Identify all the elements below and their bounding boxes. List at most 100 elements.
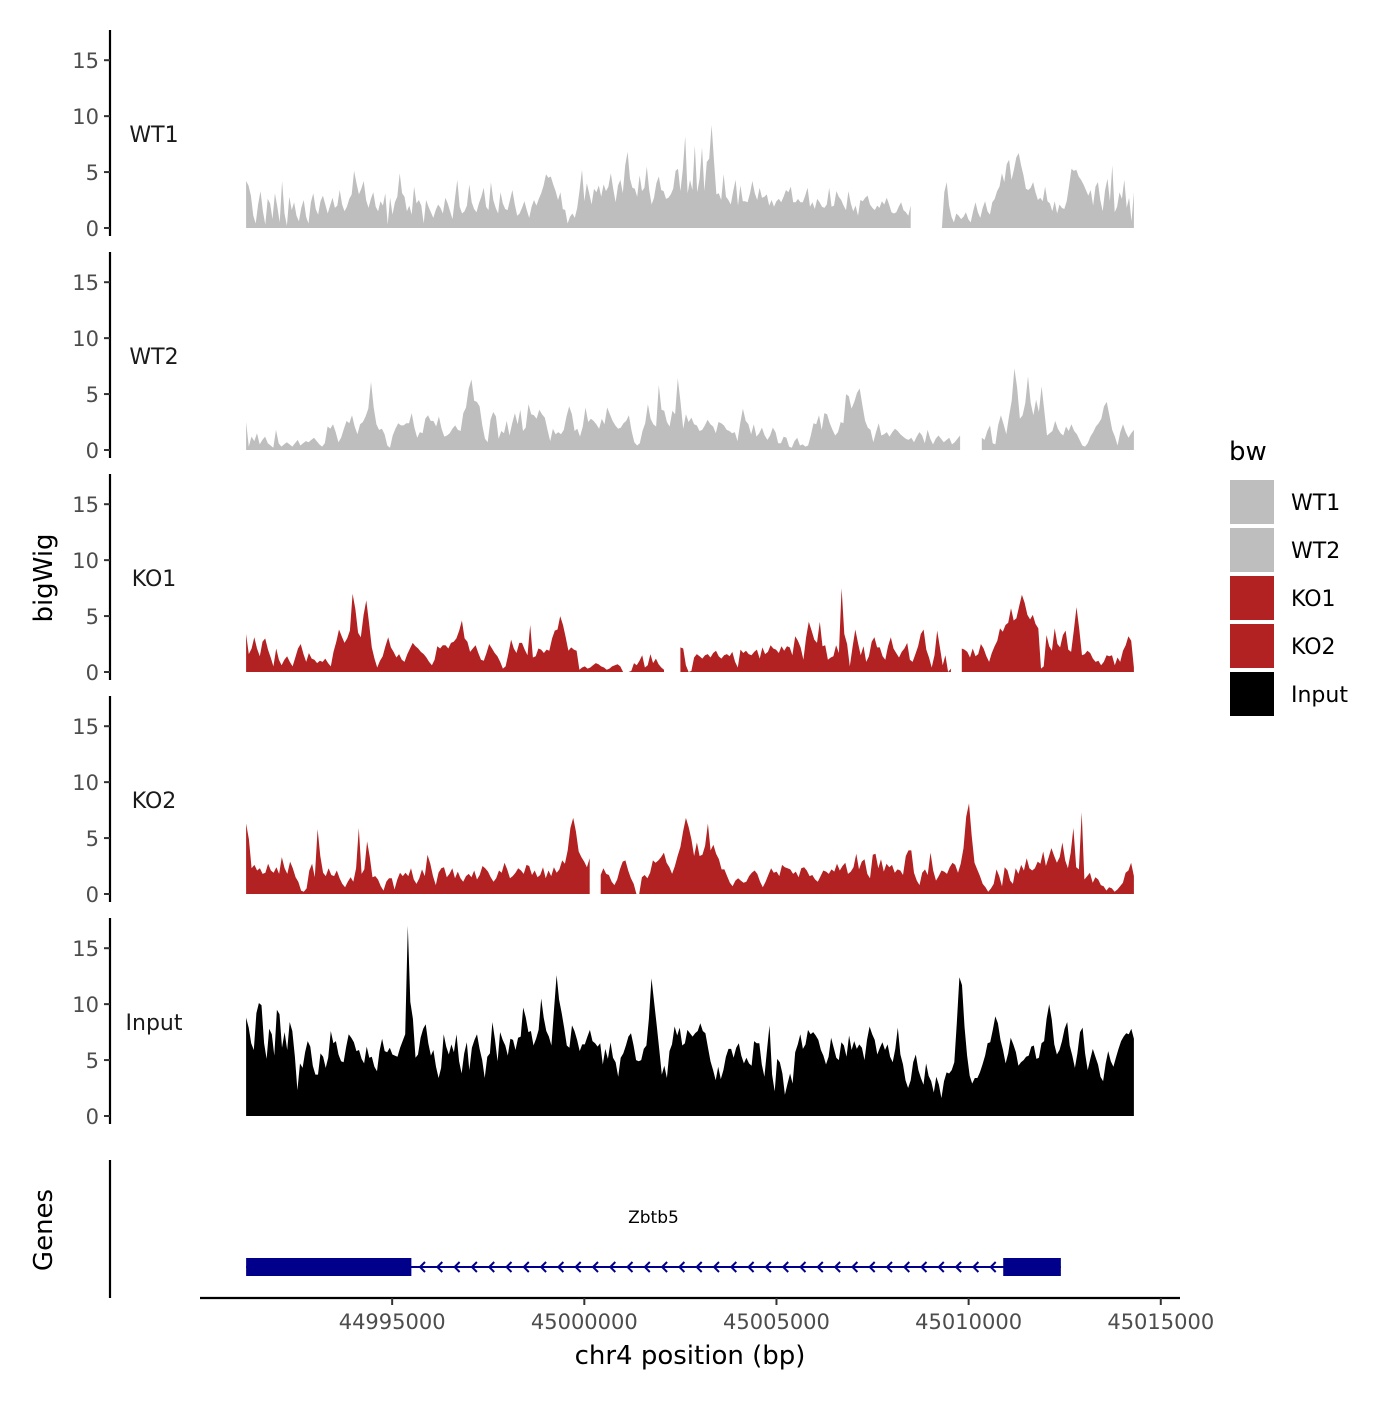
strand-arrow: [418, 1261, 426, 1273]
strand-arrow: [626, 1261, 634, 1273]
strand-arrow: [660, 1261, 668, 1273]
y-tick-label: 0: [86, 661, 99, 685]
track-input: 0 5 10 15 Input: [72, 918, 1134, 1129]
track-ko1: 0 5 10 15 KO1: [72, 474, 1134, 685]
legend-label: WT1: [1291, 491, 1340, 516]
strand-arrow: [799, 1261, 807, 1273]
track-wt1: 0 5 10 15 WT1: [72, 30, 1134, 241]
legend-swatch: [1230, 480, 1274, 524]
y-tick-label: 5: [86, 383, 99, 407]
legend-title: bw: [1229, 437, 1267, 467]
exon-block: [1003, 1258, 1061, 1276]
coverage-area: [246, 378, 961, 450]
strand-arrow: [453, 1261, 461, 1273]
track-label: WT1: [129, 123, 178, 148]
strand-arrow: [850, 1261, 859, 1273]
x-axis: 44995000 45000000 45005000 45010000 45015000: [200, 1296, 1214, 1334]
strand-arrow: [505, 1261, 513, 1273]
legend-label: WT2: [1291, 539, 1340, 564]
strand-arrow: [556, 1261, 565, 1273]
gene-zbtb5: Zbtb5: [246, 1208, 1061, 1276]
strand-arrow: [764, 1261, 772, 1273]
coverage-area: [981, 368, 1134, 450]
y-tick-label: 10: [72, 549, 99, 573]
track-label: Input: [126, 1011, 183, 1036]
genes-axis-title: Genes: [29, 1189, 59, 1271]
coverage-area: [246, 925, 1134, 1116]
legend-label: KO2: [1291, 635, 1336, 660]
y-tick-label: 0: [86, 217, 99, 241]
y-tick-label: 15: [72, 493, 99, 517]
y-tick-label: 5: [86, 1049, 99, 1073]
y-tick-label: 15: [72, 715, 99, 739]
strand-arrow: [470, 1261, 478, 1273]
strand-arrow: [435, 1261, 444, 1273]
strand-arrow: [937, 1261, 945, 1273]
strand-arrow: [747, 1261, 755, 1273]
y-tick-label: 5: [86, 161, 99, 185]
y-tick-label: 0: [86, 883, 99, 907]
strand-arrow: [920, 1261, 928, 1273]
legend-swatch: [1230, 672, 1274, 716]
y-tick-label: 0: [86, 1105, 99, 1129]
y-tick-label: 5: [86, 827, 99, 851]
strand-arrow: [989, 1261, 997, 1273]
strand-arrow: [902, 1261, 911, 1273]
strand-arrow: [539, 1261, 547, 1273]
x-tick-label: 45015000: [1107, 1310, 1214, 1334]
legend: bw WT1 WT2 KO1 KO2 Input: [1229, 437, 1348, 716]
strand-arrow: [868, 1261, 876, 1273]
x-tick-label: 45010000: [915, 1310, 1022, 1334]
y-tick-label: 10: [72, 993, 99, 1017]
legend-swatch: [1230, 576, 1274, 620]
strand-arrow: [591, 1261, 599, 1273]
strand-arrow: [695, 1261, 703, 1273]
genes-panel: Zbtb5: [108, 1160, 1061, 1298]
strand-arrow: [574, 1261, 582, 1273]
legend-swatch: [1230, 528, 1274, 572]
strand-arrow: [522, 1261, 530, 1273]
strand-arrow: [712, 1261, 720, 1273]
strand-arrow: [643, 1261, 651, 1273]
coverage-area: [961, 594, 1134, 672]
y-tick-label: 10: [72, 771, 99, 795]
strand-arrow: [781, 1261, 789, 1273]
strand-arrow: [833, 1261, 841, 1273]
y-tick-label: 15: [72, 937, 99, 961]
y-tick-label: 10: [72, 105, 99, 129]
gene-label: Zbtb5: [628, 1208, 679, 1228]
strand-arrow: [954, 1261, 962, 1273]
coverage-area: [939, 153, 1134, 228]
track-label: KO2: [132, 789, 177, 814]
strand-arrow: [608, 1261, 617, 1273]
track-label: KO1: [132, 567, 177, 592]
x-tick-label: 45005000: [723, 1310, 830, 1334]
y-tick-label: 10: [72, 327, 99, 351]
strand-arrow: [729, 1261, 738, 1273]
strand-arrow: [971, 1261, 980, 1273]
legend-label: Input: [1291, 683, 1348, 708]
coverage-area: [246, 125, 911, 228]
x-tick-label: 45000000: [531, 1310, 638, 1334]
y-tick-label: 15: [72, 271, 99, 295]
coverage-area: [600, 803, 1134, 894]
coverage-area: [246, 593, 664, 672]
y-tick-label: 0: [86, 439, 99, 463]
track-ko2: 0 5 10 15 KO2: [72, 696, 1134, 907]
y-tick-label: 15: [72, 49, 99, 73]
coverage-area: [680, 588, 951, 672]
y-tick-label: 5: [86, 605, 99, 629]
strand-arrow: [487, 1261, 495, 1273]
x-tick-label: 44995000: [339, 1310, 446, 1334]
strand-arrow: [816, 1261, 824, 1273]
x-axis-title: chr4 position (bp): [575, 1341, 806, 1371]
strand-arrow: [885, 1261, 893, 1273]
strand-arrow: [677, 1261, 686, 1273]
y-axis-title: bigWig: [29, 533, 59, 622]
legend-label: KO1: [1291, 587, 1336, 612]
tracks-layer: 0 5 10 15 WT1 0 5 10 15 WT2 0 5 10 15 KO1 0 5 10 15 KO2 0 5 10…: [72, 30, 1134, 1129]
track-label: WT2: [129, 345, 178, 370]
exon-block: [246, 1258, 412, 1276]
